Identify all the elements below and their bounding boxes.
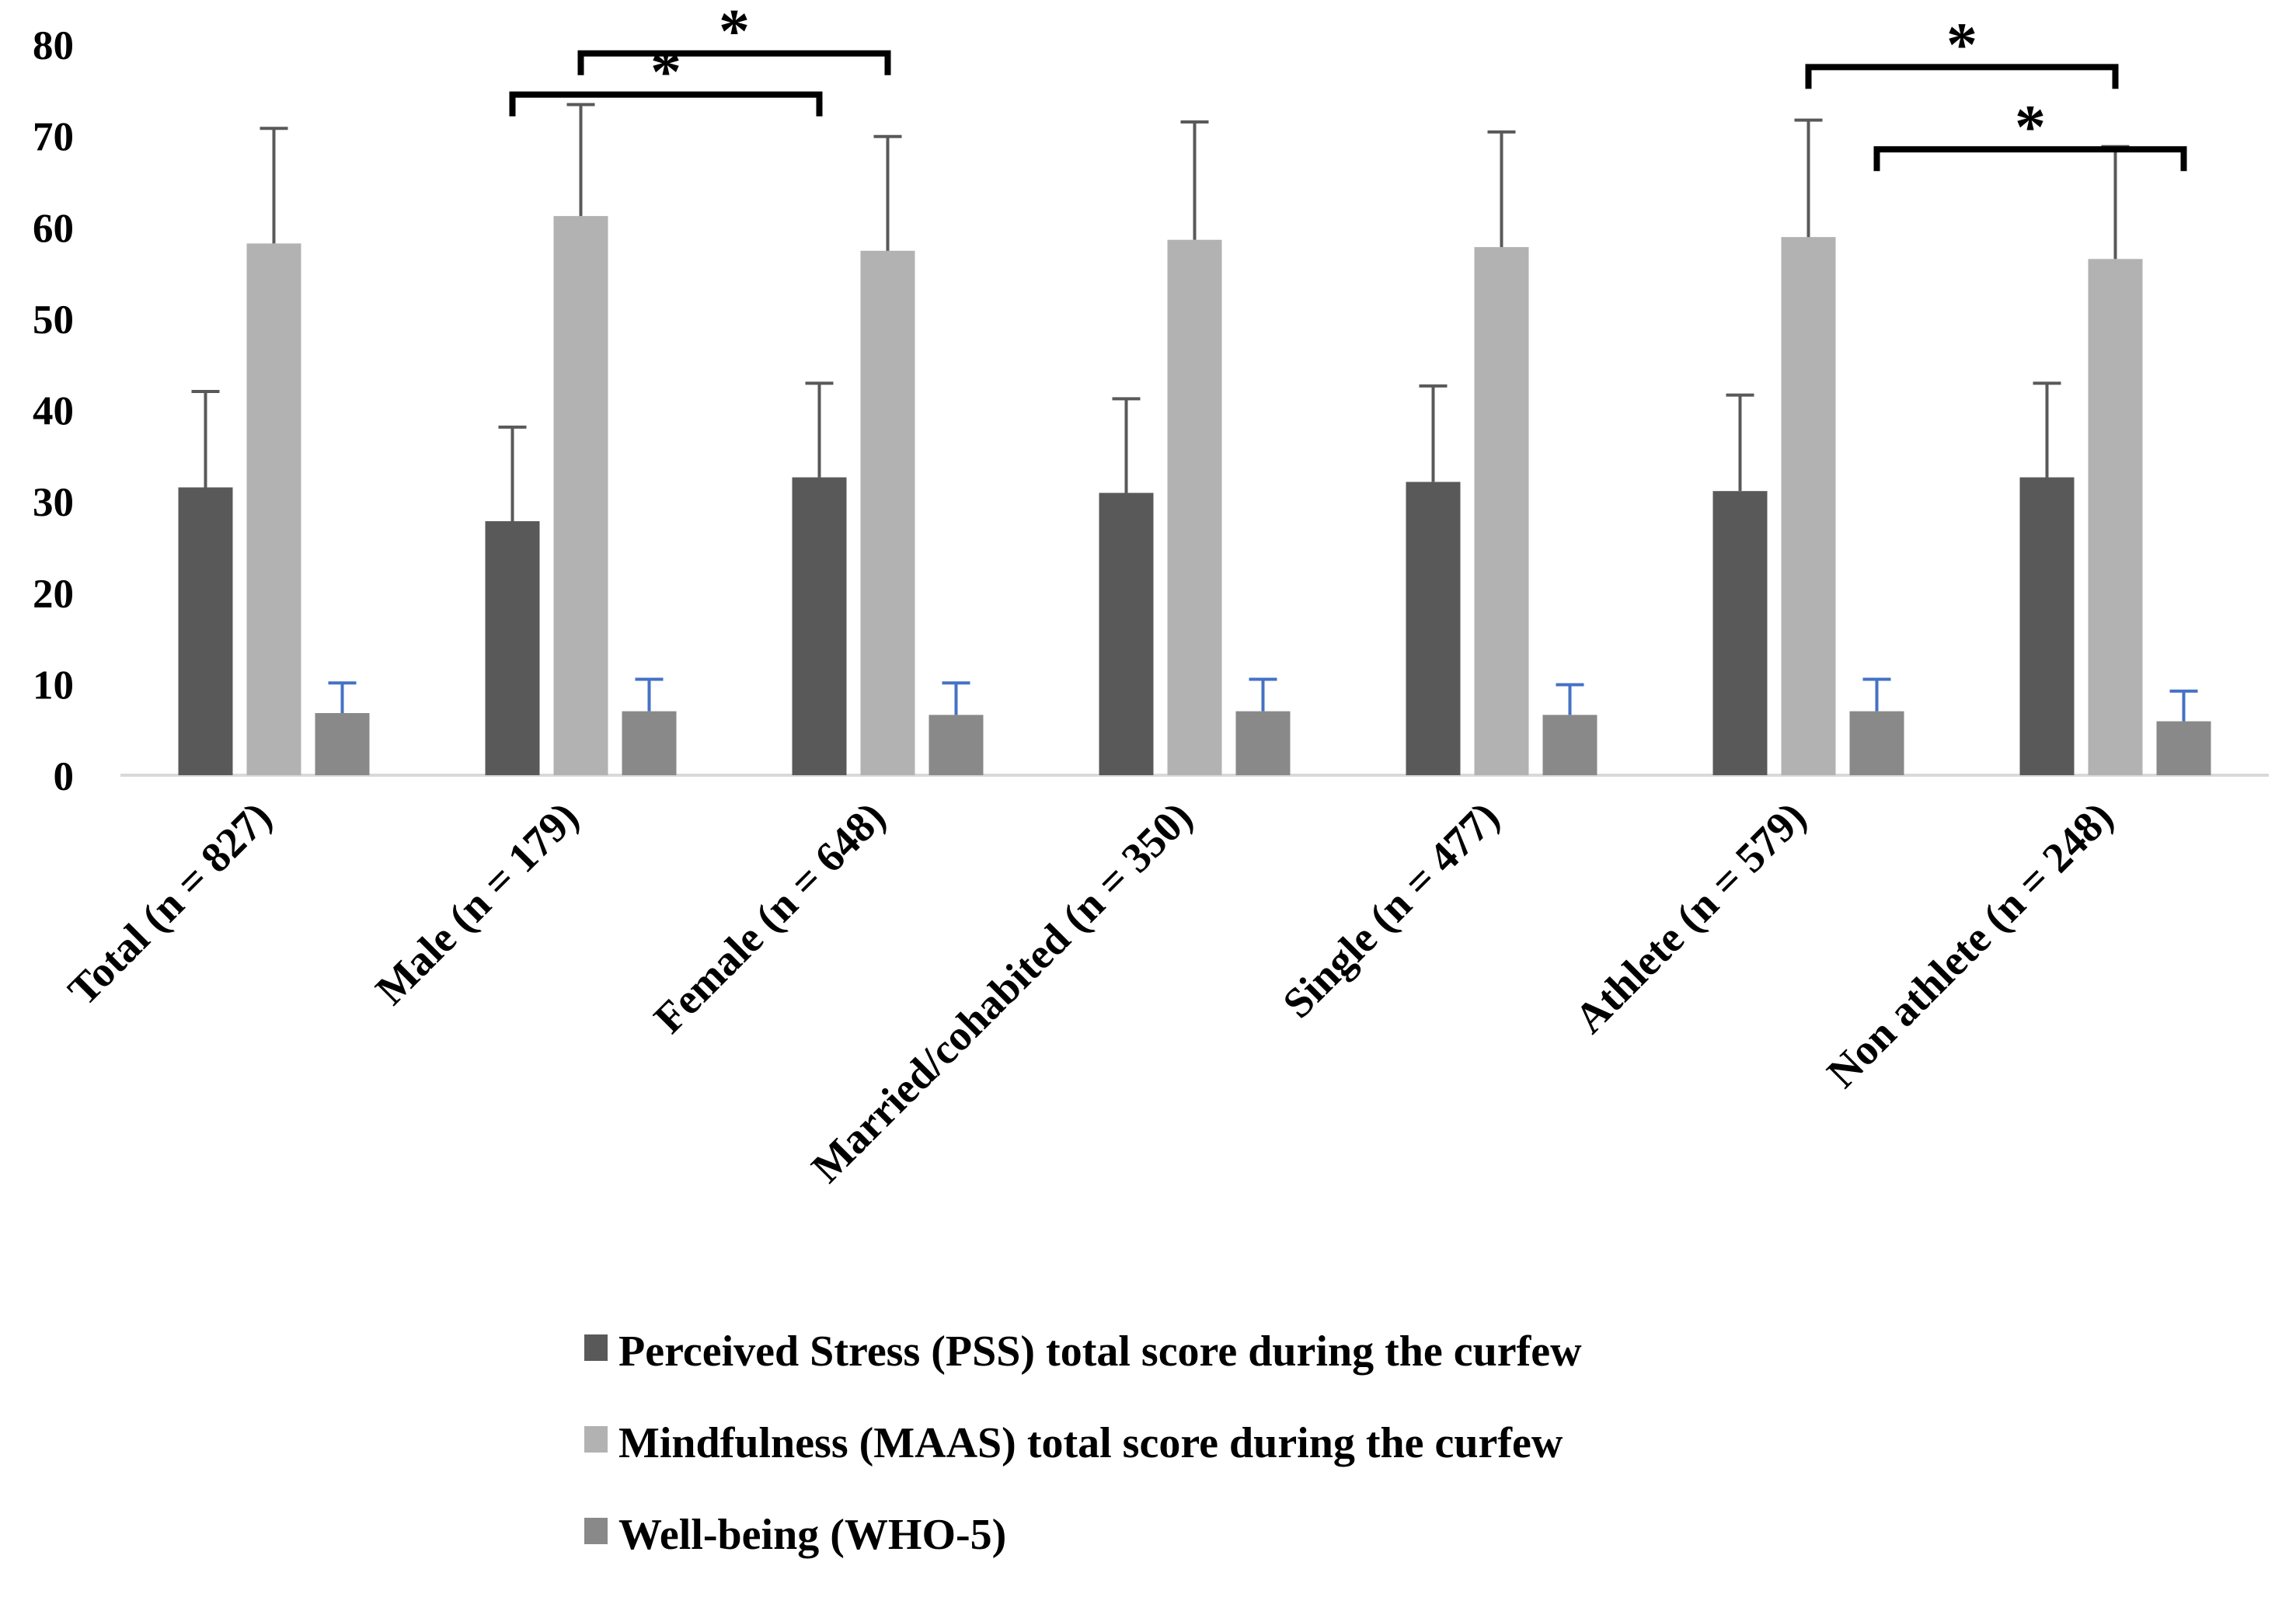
bar <box>1474 247 1529 775</box>
significance-star: * <box>1946 11 1977 79</box>
bar <box>553 216 608 775</box>
bar <box>246 243 301 775</box>
bar-groups <box>178 216 2211 776</box>
bar <box>929 715 984 775</box>
error-bars <box>191 103 2198 722</box>
error-bar <box>566 103 595 217</box>
error-bar <box>1180 120 1209 240</box>
bar <box>622 711 677 775</box>
error-bar <box>805 381 834 478</box>
bar <box>2088 259 2143 775</box>
y-axis-tick-labels: 0 10 20 30 40 50 60 70 80 <box>33 23 74 799</box>
error-bar <box>1556 683 1584 715</box>
legend-item: Mindfulness (MAAS) total score during th… <box>584 1419 1563 1467</box>
significance-brackets: * * * * <box>509 0 2187 172</box>
bar <box>1099 492 1154 775</box>
bar <box>1235 711 1291 775</box>
bar <box>315 713 370 775</box>
bar <box>2019 477 2075 775</box>
y-tick-label: 60 <box>33 206 74 251</box>
legend-label: Well-being (WHO-5) <box>618 1511 1006 1559</box>
significance-bracket <box>577 50 891 75</box>
bar <box>1849 711 1904 775</box>
error-bar <box>873 134 902 251</box>
y-tick-label: 20 <box>33 572 74 617</box>
legend-label: Perceived Stress (PSS) total score durin… <box>618 1327 1582 1376</box>
error-bar <box>1487 130 1516 248</box>
error-bar <box>191 389 220 488</box>
error-bar <box>328 681 357 714</box>
significance-star: * <box>650 39 681 107</box>
error-bar <box>2033 381 2061 478</box>
error-bar <box>1726 393 1754 492</box>
category-label: Female (n = 648) <box>645 792 894 1042</box>
error-bar <box>260 127 288 244</box>
bar <box>1542 715 1597 775</box>
legend-swatch <box>584 1334 608 1361</box>
bar <box>1167 239 1222 775</box>
y-tick-label: 50 <box>33 297 74 343</box>
error-bar <box>635 677 664 712</box>
category-label: Athlete (n = 579) <box>1566 792 1815 1042</box>
category-label: Single (n = 477) <box>1273 792 1508 1027</box>
bar <box>178 487 233 775</box>
y-tick-label: 10 <box>33 663 74 708</box>
bar <box>860 250 915 775</box>
y-tick-label: 0 <box>54 754 75 799</box>
bar <box>1406 482 1461 775</box>
bar <box>2156 721 2211 775</box>
error-bar <box>2101 144 2130 259</box>
error-bar <box>1419 384 1448 482</box>
error-bar <box>2169 689 2198 722</box>
error-bar <box>1249 677 1277 712</box>
bar <box>1781 237 1836 776</box>
error-bar <box>1862 677 1891 712</box>
legend-swatch <box>584 1518 608 1544</box>
error-bar <box>1112 397 1141 493</box>
legend-item: Well-being (WHO-5) <box>584 1511 1006 1559</box>
category-label: Non athlete (n = 248) <box>1817 792 2122 1097</box>
bar <box>792 477 847 775</box>
y-tick-label: 80 <box>33 23 74 68</box>
category-label: Male (n = 179) <box>366 792 587 1014</box>
legend-swatch <box>584 1426 608 1453</box>
error-bar <box>942 681 970 715</box>
error-bar <box>498 425 527 522</box>
significance-star: * <box>719 0 750 66</box>
y-tick-label: 30 <box>33 480 74 525</box>
significance-bracket <box>509 91 823 117</box>
bar <box>1712 491 1768 775</box>
y-tick-label: 70 <box>33 115 74 160</box>
legend: Perceived Stress (PSS) total score durin… <box>584 1327 1582 1559</box>
significance-bracket <box>1805 64 2119 89</box>
significance-star: * <box>2015 93 2046 162</box>
bar <box>485 521 540 775</box>
category-labels: Total (n = 827) Male (n = 179) Female (n =… <box>59 792 2122 1192</box>
y-tick-label: 40 <box>33 389 74 434</box>
error-bar <box>1794 118 1823 238</box>
significance-bracket <box>1873 146 2187 172</box>
legend-label: Mindfulness (MAAS) total score during th… <box>618 1419 1563 1467</box>
category-label: Total (n = 827) <box>59 792 280 1014</box>
legend-item: Perceived Stress (PSS) total score durin… <box>584 1327 1582 1376</box>
